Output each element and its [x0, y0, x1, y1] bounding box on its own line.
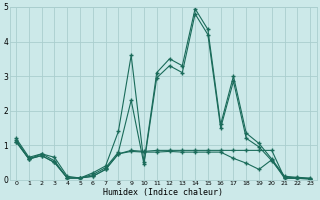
X-axis label: Humidex (Indice chaleur): Humidex (Indice chaleur) [103, 188, 223, 197]
